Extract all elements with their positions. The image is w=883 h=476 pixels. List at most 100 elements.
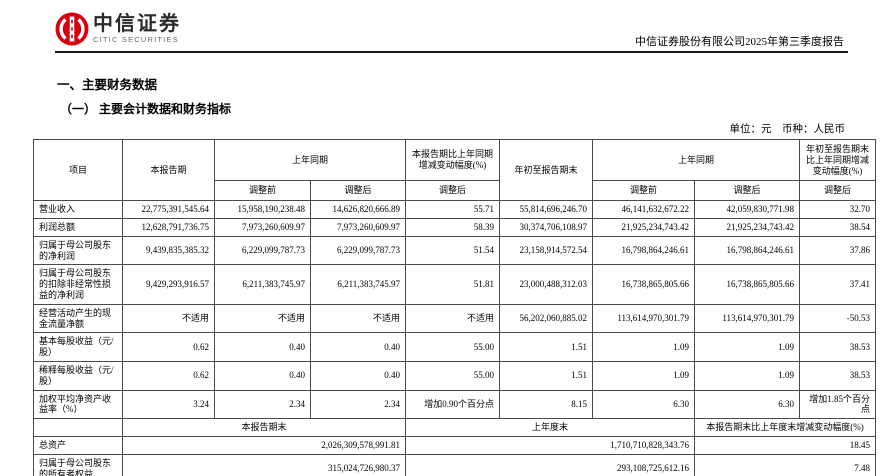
cell-value: 0.40 [214, 360, 311, 391]
table-row-weighted-avg-roe: 加权平均净资产收益率（%） 3.24 2.34 2.34 增加0.90个百分点 … [33, 389, 877, 420]
cell-value: 6,211,383,745.97 [214, 264, 311, 305]
subheader-pre-adjust: 调整前 [214, 180, 311, 202]
citic-logo: 中信证券 CITIC SECURITIES [55, 12, 181, 46]
cell-value: 16,738,865,805.66 [694, 264, 801, 305]
cell-value: 不适用 [122, 303, 215, 334]
col-header-prior-year-same-period-2: 上年同期 [592, 138, 801, 182]
col-header-period-end-change: 本报告期末比上年度末增减变动幅度(%) [694, 418, 877, 437]
col-header-prior-year-same-period: 上年同期 [213, 138, 407, 182]
cell-value: 30,374,706,108.97 [499, 217, 594, 237]
section-heading-1: 一、主要财务数据 [57, 78, 158, 92]
table-header-row-1: 项目 本报告期 上年同期 本报告期比上年同期增减变动幅度(%) 年初至报告期末 … [33, 138, 877, 202]
row-label: 稀释每股收益（元/股） [33, 360, 123, 391]
table-header-row-2: 调整前 调整后 调整后 调整前 调整后 调整后 [34, 180, 877, 202]
cell-value: 不适用 [214, 303, 311, 334]
cell-value: 2.34 [214, 389, 311, 420]
cell-value: 18.45 [694, 435, 877, 455]
subheader-pre-adjust-2: 调整前 [592, 180, 696, 202]
cell-value: 22,775,391,545.64 [122, 200, 215, 219]
table-row-total-profit: 利润总额 12,628,791,736.75 7,973,260,609.97 … [33, 217, 877, 237]
row-label: 总资产 [33, 435, 123, 455]
table-row-equity-attributable: 归属于母公司股东的所有者权益 315,024,726,980.37 293,10… [33, 453, 877, 476]
cell-value: 2.34 [309, 389, 407, 420]
report-title: 中信证券股份有限公司2025年第三季度报告 [635, 36, 844, 48]
cell-value: 6,229,099,787.73 [309, 235, 407, 266]
cell-value: 6.30 [694, 389, 801, 420]
subheader-post-adjust-2: 调整后 [694, 180, 801, 202]
cell-value: 1.09 [694, 332, 801, 362]
cell-value: 不适用 [309, 303, 407, 334]
cell-value: 42,059,830,771.98 [694, 200, 801, 219]
cell-value: 0.40 [309, 332, 407, 362]
row-label: 基本每股收益（元/股） [33, 332, 123, 362]
cell-value: 51.81 [405, 264, 501, 305]
cell-value: 21,925,234,743.42 [694, 217, 801, 237]
cell-value: 55.71 [405, 200, 501, 219]
cell-value: 6,229,099,787.73 [214, 235, 311, 266]
cell-value: 23,000,488,312.03 [499, 264, 594, 305]
row-label: 归属于母公司股东的净利润 [33, 235, 123, 266]
cell-value: 1,710,710,828,343.76 [405, 435, 696, 455]
cell-value: 7,973,260,609.97 [214, 217, 311, 237]
col-header-current-period: 本报告期 [122, 138, 215, 202]
table-row-operating-cash-flow: 经营活动产生的现金流量净额 不适用 不适用 不适用 不适用 56,202,060… [33, 303, 877, 334]
row-label: 经营活动产生的现金流量净额 [33, 303, 123, 334]
table-row-net-profit: 归属于母公司股东的净利润 9,439,835,385.32 6,229,099,… [33, 235, 877, 266]
cell-value: 7.48 [694, 453, 877, 476]
cell-value: 16,798,864,246.61 [694, 235, 801, 266]
cell-value: 2,026,309,578,991.81 [121, 435, 407, 455]
row-label: 利润总额 [33, 217, 123, 237]
cell-value: 23,158,914,572.54 [499, 235, 594, 266]
subheader-post-adjust-change: 调整后 [405, 180, 501, 202]
row-label: 归属于母公司股东的扣除非经常性损益的净利润 [33, 264, 123, 305]
cell-value: 7,973,260,609.97 [309, 217, 407, 237]
cell-value: 增加1.85个百分点 [799, 389, 877, 420]
citic-logo-icon [55, 12, 89, 46]
row-label: 营业收入 [33, 200, 123, 219]
cell-value: 6.30 [592, 389, 696, 420]
cell-value: 55,814,696,246.70 [499, 200, 594, 219]
cell-value: 315,024,726,980.37 [121, 453, 407, 476]
table-row-net-profit-excl-nonrecurring: 归属于母公司股东的扣除非经常性损益的净利润 9,429,293,916.57 6… [33, 264, 877, 305]
cell-value: 37.41 [799, 264, 877, 305]
cell-value: 不适用 [405, 303, 501, 334]
row-label: 归属于母公司股东的所有者权益 [33, 453, 123, 476]
cell-value: 1.09 [592, 360, 696, 391]
logo-name-en: CITIC SECURITIES [93, 35, 179, 44]
cell-value: 46,141,632,672.22 [592, 200, 696, 219]
cell-value: 9,429,293,916.57 [122, 264, 215, 305]
row-label: 加权平均净资产收益率（%） [33, 389, 123, 420]
cell-value: 51.54 [405, 235, 501, 266]
cell-value: 37.86 [799, 235, 877, 266]
cell-value: 0.62 [122, 360, 215, 391]
empty-cell [33, 418, 123, 437]
table-row-diluted-eps: 稀释每股收益（元/股） 0.62 0.40 0.40 55.00 1.51 1.… [33, 360, 877, 391]
cell-value: -50.53 [799, 303, 877, 334]
cell-value: 16,798,864,246.61 [592, 235, 696, 266]
cell-value: 9,439,835,385.32 [122, 235, 215, 266]
logo-text: 中信证券 CITIC SECURITIES [93, 13, 181, 45]
section-heading-2: （一） 主要会计数据和财务指标 [60, 102, 232, 116]
cell-value: 32.70 [799, 200, 877, 219]
col-header-prior-year-end: 上年度末 [405, 418, 696, 437]
table-bottom-header-row: 本报告期末 上年度末 本报告期末比上年度末增减变动幅度(%) [33, 418, 877, 437]
cell-value: 1.09 [592, 332, 696, 362]
cell-value: 21,925,234,743.42 [592, 217, 696, 237]
subheader-post-adjust: 调整后 [309, 180, 407, 202]
cell-value: 1.51 [499, 332, 594, 362]
cell-value: 14,626,820,666.89 [309, 200, 407, 219]
cell-value: 8.15 [499, 389, 594, 420]
table-row-basic-eps: 基本每股收益（元/股） 0.62 0.40 0.40 55.00 1.51 1.… [33, 332, 877, 362]
subheader-post-adjust-ytd-change: 调整后 [799, 180, 877, 202]
cell-value: 1.51 [499, 360, 594, 391]
cell-value: 增加0.90个百分点 [405, 389, 501, 420]
financial-table: 项目 本报告期 上年同期 本报告期比上年同期增减变动幅度(%) 年初至报告期末 … [33, 138, 877, 476]
logo-name-zh: 中信证券 [93, 13, 181, 35]
col-header-current-period-end: 本报告期末 [121, 418, 407, 437]
cell-value: 293,108,725,612.16 [405, 453, 696, 476]
cell-value: 1.09 [694, 360, 801, 391]
cell-value: 38.53 [799, 332, 877, 362]
col-header-ytd-change: 年初至报告期末比上年同期增减变动幅度(%) [799, 138, 877, 182]
col-header-period-change: 本报告期比上年同期增减变动幅度(%) [405, 138, 501, 182]
